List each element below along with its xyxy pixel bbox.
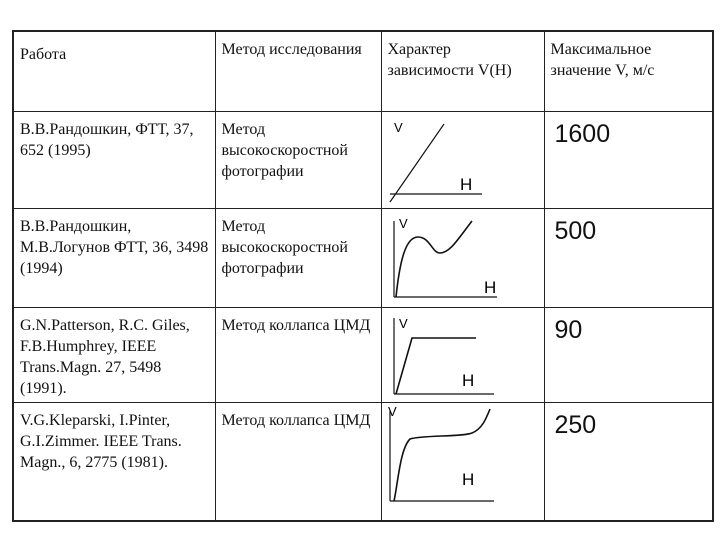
method-cell: Метод коллапса ЦМД xyxy=(214,306,382,403)
table-row: V.G.Kleparski, I.Pinter, G.I.Zimmer. IEE… xyxy=(12,401,714,522)
work-cell: G.N.Patterson, R.C. Giles, F.B.Humphrey,… xyxy=(12,306,216,403)
header-row: Работа Метод исследования Характер завис… xyxy=(12,30,714,112)
max-value: 500 xyxy=(554,216,597,245)
table-row: G.N.Patterson, R.C. Giles, F.B.Humphrey,… xyxy=(12,306,714,403)
method-cell: Метод высокоскоростной фотографии xyxy=(214,110,382,209)
results-table: Работа Метод исследования Характер завис… xyxy=(12,30,714,522)
v-h-curve xyxy=(394,220,473,297)
header-character: Характер зависимости V(H) xyxy=(387,41,512,79)
max-value: 1600 xyxy=(554,119,611,148)
v-h-curve xyxy=(394,336,476,394)
header-method-cell: Метод исследования xyxy=(214,30,382,112)
row-work: В.В.Рандошкин, М.В.Логунов ФТТ, 36, 3498… xyxy=(20,217,209,277)
work-cell: V.G.Kleparski, I.Pinter, G.I.Zimmer. IEE… xyxy=(12,401,216,522)
row-method: Метод высокоскоростной фотографии xyxy=(221,217,348,277)
work-cell: В.В.Рандошкин, ФТТ, 37, 652 (1995) xyxy=(12,110,216,209)
graph-cell: V H xyxy=(380,110,545,209)
vh-graph-peak: V H xyxy=(392,216,497,298)
table-row: В.В.Рандошкин, ФТТ, 37, 652 (1995) Метод… xyxy=(12,110,714,209)
row-work: В.В.Рандошкин, ФТТ, 37, 652 (1995) xyxy=(20,120,194,159)
y-axis-label: V xyxy=(388,404,397,419)
y-axis-label: V xyxy=(394,120,403,135)
x-axis-label: H xyxy=(462,371,474,390)
max-cell: 90 xyxy=(543,306,714,403)
x-axis-label: H xyxy=(460,175,472,194)
v-h-curve xyxy=(389,123,444,202)
max-cell: 500 xyxy=(543,207,714,308)
row-work: V.G.Kleparski, I.Pinter, G.I.Zimmer. IEE… xyxy=(20,411,182,471)
max-cell: 1600 xyxy=(543,110,714,209)
vh-graph-linear: V H xyxy=(389,120,482,202)
row-work: G.N.Patterson, R.C. Giles, F.B.Humphrey,… xyxy=(20,316,190,397)
graph-cell: V H xyxy=(380,306,545,403)
x-axis-label: H xyxy=(462,470,474,489)
header-max: Максимальное значение V, м/с xyxy=(550,41,655,79)
max-cell: 250 xyxy=(543,401,714,522)
max-value: 90 xyxy=(554,315,583,344)
row-method: Метод коллапса ЦМД xyxy=(221,316,371,334)
graph-cell: V H xyxy=(380,207,545,308)
row-method: Метод коллапса ЦМД xyxy=(221,411,371,429)
max-value: 250 xyxy=(554,410,597,439)
work-cell: В.В.Рандошкин, М.В.Логунов ФТТ, 36, 3498… xyxy=(12,207,216,308)
method-cell: Метод коллапса ЦМД xyxy=(214,401,382,522)
header-method: Метод исследования xyxy=(221,41,362,58)
vh-graph-saturation: V H xyxy=(392,316,494,395)
graph-cell: V H xyxy=(380,401,545,522)
vh-graph-step: V H xyxy=(388,404,494,502)
header-work-cell: Работа xyxy=(12,30,216,112)
row-method: Метод высокоскоростной фотографии xyxy=(221,120,348,180)
header-max-cell: Максимальное значение V, м/с xyxy=(543,30,714,112)
table-row: В.В.Рандошкин, М.В.Логунов ФТТ, 36, 3498… xyxy=(12,207,714,308)
x-axis-label: H xyxy=(484,278,496,297)
y-axis-label: V xyxy=(399,316,408,331)
method-cell: Метод высокоскоростной фотографии xyxy=(214,207,382,308)
v-h-curve xyxy=(392,408,491,501)
header-character-cell: Характер зависимости V(H) xyxy=(380,30,545,112)
y-axis-label: V xyxy=(399,216,408,231)
header-work: Работа xyxy=(20,46,67,63)
